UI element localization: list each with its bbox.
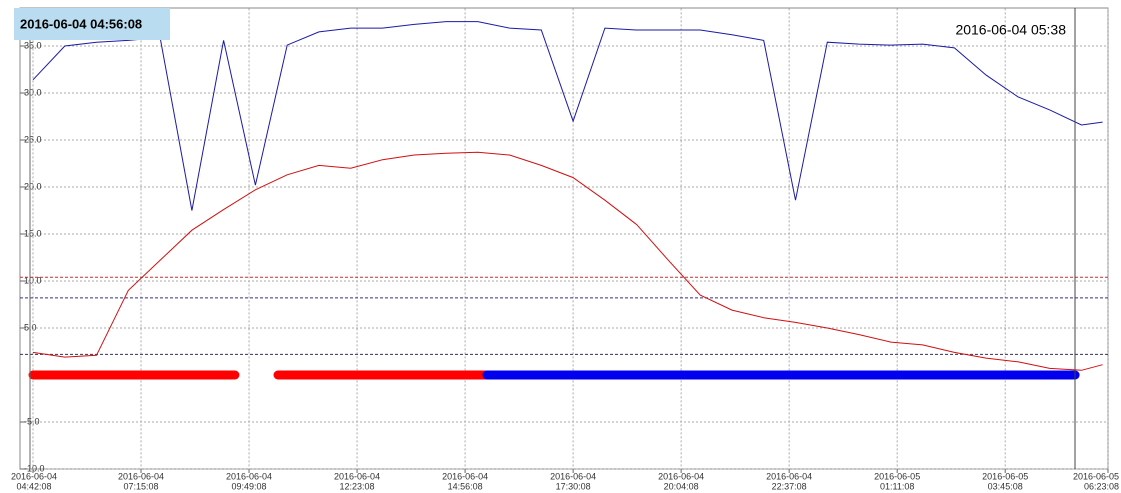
x-tick-label: 17:30:08 <box>556 481 591 491</box>
x-tick-label: 22:37:08 <box>772 481 807 491</box>
x-tick-label: 2016-06-04 <box>550 471 596 481</box>
x-tick-label: 2016-06-05 <box>982 471 1028 481</box>
x-tick-label: 2016-06-04 <box>766 471 812 481</box>
x-tick-label: 20:04:08 <box>664 481 699 491</box>
cursor-time-left: 2016-06-04 04:56:08 <box>20 16 142 31</box>
x-tick-label: 2016-06-05 <box>874 471 920 481</box>
x-tick-label: 12:23:08 <box>340 481 375 491</box>
cursor-box <box>14 8 170 40</box>
x-tick-label: 2016-06-04 <box>658 471 704 481</box>
y-tick-label: 25.0 <box>24 134 42 144</box>
y-tick-label: -10.0 <box>24 463 45 473</box>
x-tick-label: 2016-06-05 <box>1073 471 1119 481</box>
series-line <box>32 151 1103 371</box>
x-tick-label: 2016-06-04 <box>442 471 488 481</box>
x-tick-label: 04:42:08 <box>16 481 51 491</box>
cursor-time-right: 2016-06-04 05:38 <box>955 22 1066 38</box>
x-tick-label: 2016-06-04 <box>118 471 164 481</box>
x-tick-label: 07:15:08 <box>123 481 158 491</box>
x-tick-label: 03:45:08 <box>988 481 1023 491</box>
plot-layer: -10.0-5.05.010.015.020.025.030.035.02016… <box>11 8 1119 491</box>
y-tick-label: -5.0 <box>24 416 40 426</box>
x-tick-label: 2016-06-04 <box>334 471 380 481</box>
series-line <box>32 21 1103 211</box>
x-tick-label: 2016-06-04 <box>11 471 57 481</box>
x-tick-label: 2016-06-04 <box>226 471 272 481</box>
y-tick-label: 10.0 <box>24 275 42 285</box>
x-tick-label: 01:11:08 <box>880 481 914 491</box>
y-tick-label: 30.0 <box>24 87 42 97</box>
x-tick-label: 09:49:08 <box>232 481 267 491</box>
x-tick-label: 06:23:08 <box>1084 481 1119 491</box>
x-tick-label: 14:56:08 <box>448 481 483 491</box>
